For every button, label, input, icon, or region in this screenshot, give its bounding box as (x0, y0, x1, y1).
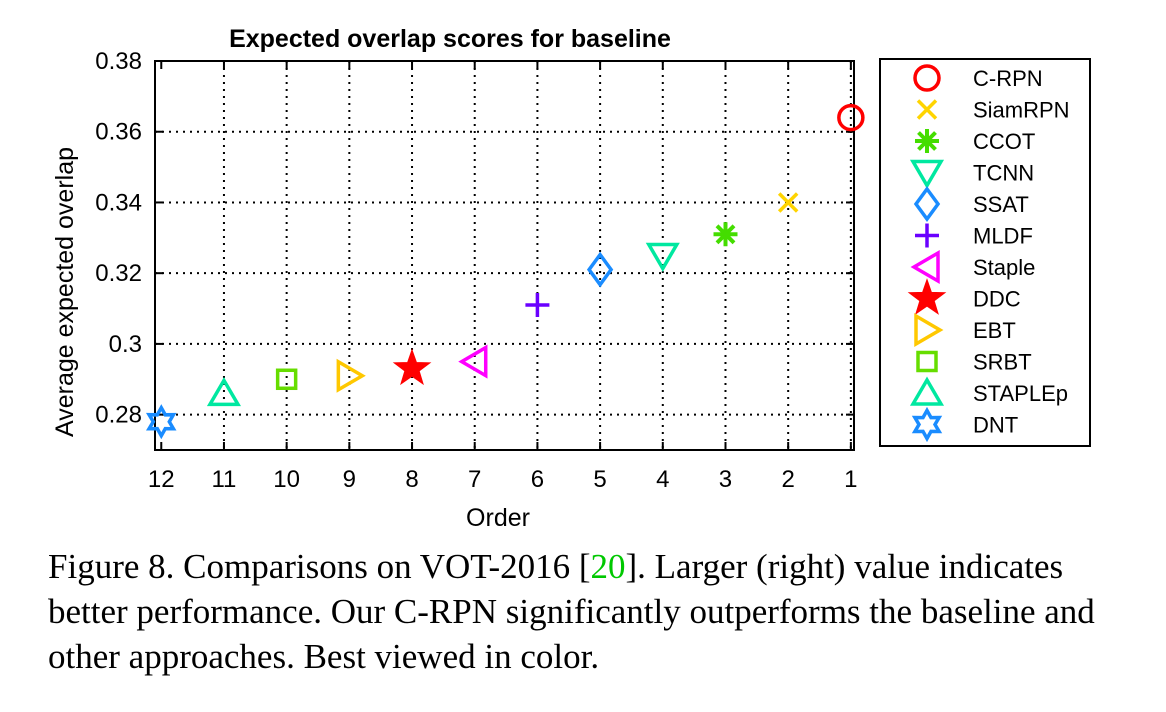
x-tick-label: 9 (343, 466, 356, 493)
y-tick-label: 0.38 (95, 48, 142, 75)
legend-label-ccot: CCOT (973, 129, 1035, 154)
marker-ccot (713, 222, 738, 247)
marker-staplep (206, 376, 242, 407)
legend-label-staple: Staple (973, 255, 1035, 280)
marker-dnt (145, 404, 177, 440)
caption-text-after: ]. Larger (right) value indicates better… (48, 547, 1095, 676)
legend-label-siamrpn: SiamRPN (973, 98, 1070, 123)
x-tick-label: 5 (593, 466, 606, 493)
y-axis-label: Average expected overlap (51, 147, 79, 437)
legend-label-srbt: SRBT (973, 350, 1032, 375)
marker-ebt (336, 358, 366, 393)
axis-ticks: 12 11 10 9 8 7 6 5 4 3 2 1 0.38 0.36 0.34 0.32 0.3 0.28 (95, 48, 857, 493)
data-markers (145, 103, 865, 440)
legend-label-ssat: SSAT (973, 192, 1029, 217)
caption-text-before: Figure 8. Comparisons on VOT-2016 [ (48, 547, 591, 586)
y-tick-label: 0.3 (109, 331, 142, 358)
plot-frame (154, 60, 855, 451)
x-tick-label: 6 (531, 466, 544, 493)
marker-ssat (586, 251, 614, 288)
marker-mldf (525, 293, 550, 318)
legend-label-c-rpn: C-RPN (973, 66, 1043, 91)
marker-siamrpn (777, 192, 799, 213)
x-tick-label: 10 (273, 466, 300, 493)
marker-c-rpn (837, 103, 865, 132)
x-tick-label: 4 (656, 466, 669, 493)
y-tick-label: 0.28 (95, 402, 142, 429)
y-tick-label: 0.32 (95, 260, 142, 287)
grid (155, 61, 854, 450)
legend-marker-ccot (915, 129, 939, 153)
x-tick-label: 2 (781, 466, 794, 493)
legend-marker-staple (910, 249, 940, 285)
legend-marker-srbt (916, 350, 938, 373)
x-axis-label: Order (466, 504, 530, 532)
legend-marker-ssat (913, 186, 941, 222)
x-tick-label: 12 (148, 466, 175, 493)
chart-title: Expected overlap scores for baseline (229, 25, 671, 53)
legend-marker-tcnn (909, 159, 945, 189)
x-tick-label: 3 (719, 466, 732, 493)
legend-marker-mldf (915, 223, 939, 248)
x-tick-label: 11 (211, 466, 236, 493)
x-tick-label: 1 (844, 466, 857, 493)
marker-srbt (275, 368, 298, 391)
legend: C-RPN SiamRPN CCOT TCNN SSAT MLDF Staple DDC EBT… (879, 58, 1091, 447)
chart: Expected overlap scores for baseline Ave… (51, 25, 1091, 532)
legend-label-dnt: DNT (973, 413, 1018, 438)
x-tick-label: 8 (405, 466, 418, 493)
legend-marker-ebt (914, 312, 944, 348)
legend-frame (879, 58, 1091, 447)
legend-label-ebt: EBT (973, 318, 1016, 343)
legend-marker-siamrpn (916, 99, 938, 120)
marker-staple (458, 344, 488, 379)
legend-label-mldf: MLDF (973, 224, 1033, 249)
legend-marker-dnt (911, 406, 943, 443)
y-tick-label: 0.34 (95, 189, 142, 216)
marker-tcnn (645, 242, 680, 272)
x-tick-label: 7 (468, 466, 481, 493)
y-tick-label: 0.36 (95, 119, 142, 146)
legend-label-staplep: STAPLEp (973, 381, 1068, 406)
legend-marker-staplep (909, 376, 945, 406)
figure-caption: Figure 8. Comparisons on VOT-2016 [20]. … (48, 544, 1128, 679)
caption-reference-link[interactable]: 20 (590, 547, 626, 586)
legend-marker-c-rpn (913, 64, 941, 92)
legend-label-tcnn: TCNN (973, 161, 1034, 186)
legend-marker-ddc (907, 278, 947, 315)
marker-ddc (392, 348, 432, 386)
legend-label-ddc: DDC (973, 287, 1021, 312)
